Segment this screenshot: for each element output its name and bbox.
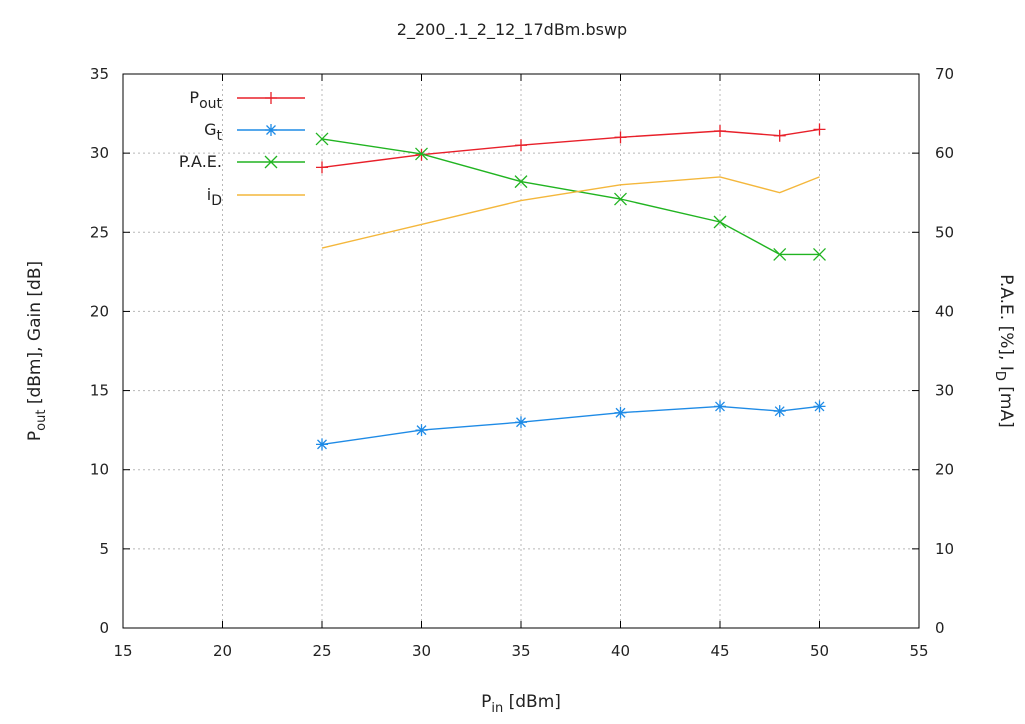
tick-label-x-45: 45 [710, 642, 729, 660]
tick-label-y-left-25: 25 [90, 223, 109, 241]
tick-label-y-right-10: 10 [935, 540, 954, 558]
legend-item-id: iD [207, 185, 305, 209]
tick-label-y-left-10: 10 [90, 461, 109, 479]
legend-marker-pout [265, 92, 277, 104]
data-point-pout-0 [316, 161, 328, 174]
tick-label-y-left-20: 20 [90, 302, 109, 320]
data-point-gt-4 [714, 400, 726, 413]
data-point-gt-1 [415, 424, 428, 437]
data-point-gt-3 [614, 406, 627, 419]
y-axis-left-title: Pout [dBm], Gain [dB] [25, 261, 49, 441]
tick-label-y-left-5: 5 [99, 540, 109, 558]
series-line-id [321, 176, 820, 249]
tick-label-x-55: 55 [909, 642, 928, 660]
data-point-p-a-e-6 [813, 247, 826, 261]
series-layer [315, 123, 826, 451]
data-point-pout-6 [813, 123, 826, 136]
data-point-p-a-e-5 [773, 247, 787, 261]
data-point-pout-4 [714, 124, 726, 137]
tick-label-x-20: 20 [213, 642, 232, 660]
legend-item-pout: Pout [189, 88, 305, 112]
legend: Pout Gt P.A.E. iD [179, 88, 305, 209]
chart-title: 2_200_.1_2_12_17dBm.bswp [397, 20, 627, 40]
y-axis-right-title: P.A.E. [%], ID [mA] [992, 274, 1016, 427]
legend-marker-gt [265, 124, 277, 136]
legend-item-p-a-e: P.A.E. [179, 152, 305, 171]
data-point-p-a-e-3 [614, 192, 627, 206]
data-point-gt-5 [773, 405, 786, 418]
series-gt [316, 400, 826, 451]
tick-label-y-left-30: 30 [90, 144, 109, 162]
tick-label-y-left-0: 0 [99, 619, 109, 637]
data-point-gt-0 [316, 438, 328, 451]
data-point-gt-2 [515, 416, 527, 429]
legend-label-p-a-e: P.A.E. [179, 152, 222, 171]
legend-label-gt: Gt [204, 120, 222, 144]
data-point-pout-2 [515, 139, 527, 152]
data-point-p-a-e-4 [713, 215, 727, 229]
grid-layer [123, 74, 919, 628]
series-id [321, 176, 820, 249]
tick-label-x-25: 25 [312, 642, 331, 660]
tick-label-y-right-30: 30 [935, 382, 954, 400]
legend-marker-p-a-e [264, 155, 278, 169]
tick-label-y-left-15: 15 [90, 382, 109, 400]
data-point-p-a-e-1 [415, 147, 428, 161]
data-point-gt-6 [813, 400, 826, 413]
tick-label-x-50: 50 [810, 642, 829, 660]
tick-label-x-35: 35 [511, 642, 530, 660]
tick-label-y-right-60: 60 [935, 144, 954, 162]
x-axis-title: Pin [dBm] [481, 692, 561, 716]
data-point-p-a-e-2 [514, 175, 528, 189]
tick-label-y-right-40: 40 [935, 302, 954, 320]
tick-label-y-left-35: 35 [90, 65, 109, 83]
series-p-a-e [315, 132, 826, 261]
legend-label-id: iD [207, 185, 222, 209]
data-point-pout-3 [614, 131, 627, 144]
tick-label-x-30: 30 [412, 642, 431, 660]
legend-label-pout: Pout [189, 88, 222, 112]
ticks-layer: 15 20 25 30 35 40 45 50 55 0 5 10 15 20 25 30 35 0 10 20 30 4… [90, 65, 954, 660]
legend-item-gt: Gt [204, 120, 305, 144]
tick-label-y-right-50: 50 [935, 223, 954, 241]
data-point-p-a-e-0 [315, 132, 329, 146]
tick-label-y-right-70: 70 [935, 65, 954, 83]
tick-label-x-40: 40 [611, 642, 630, 660]
tick-label-y-right-0: 0 [935, 619, 945, 637]
tick-label-x-15: 15 [113, 642, 132, 660]
tick-label-y-right-20: 20 [935, 461, 954, 479]
data-point-pout-5 [773, 129, 786, 142]
